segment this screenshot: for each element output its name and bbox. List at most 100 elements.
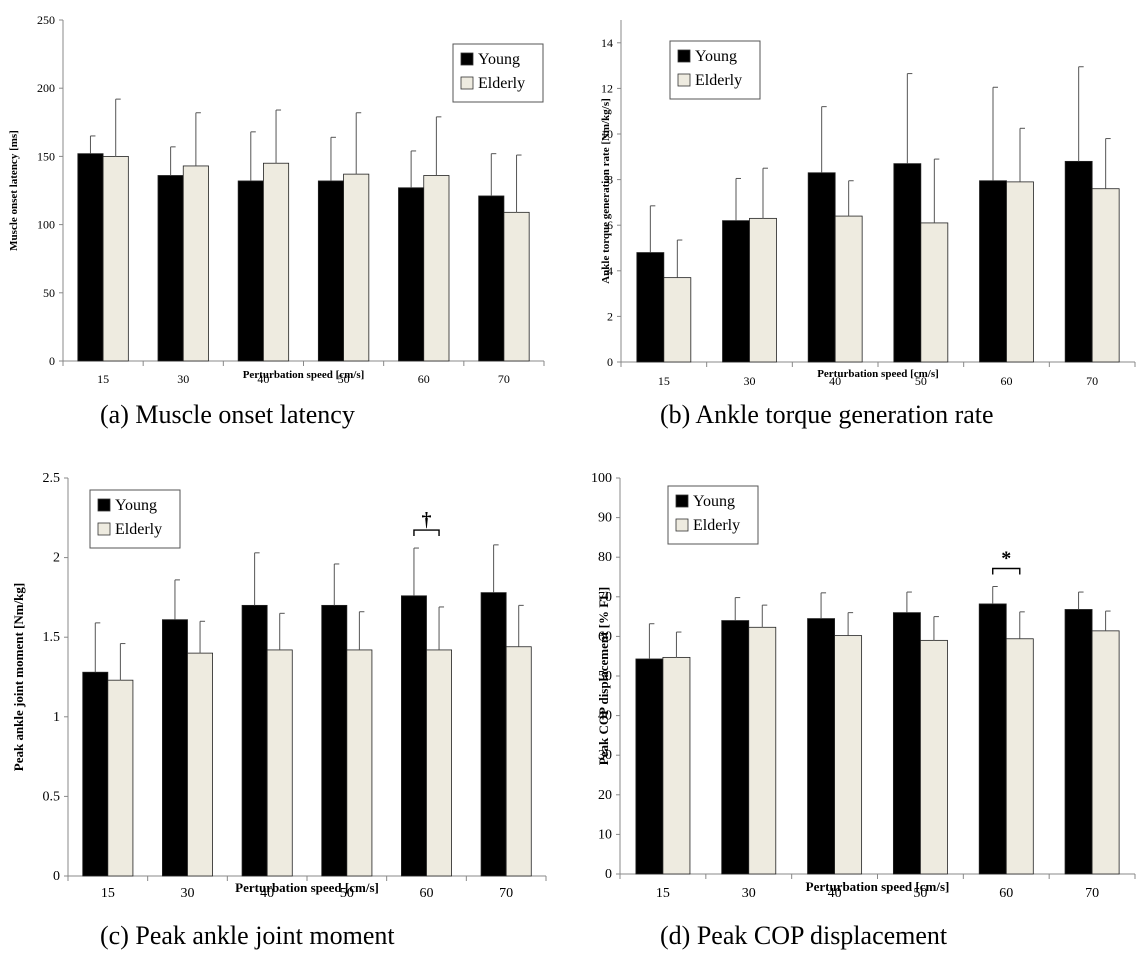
legend-swatch-elderly <box>97 522 111 536</box>
chart-panel-c: 0 0.5 1 1.5 2 2.5 15 30 40 50 60 † 70 Perturbation sp… <box>11 471 547 950</box>
y-tick-label: 1 <box>53 710 60 725</box>
bar-elderly-30 <box>182 165 209 362</box>
legend-box <box>452 43 544 103</box>
significance-marker: * <box>1001 548 1011 570</box>
x-tick-label: 60 <box>1001 374 1013 388</box>
y-tick-label: 4 <box>607 264 613 278</box>
bar-elderly-70 <box>1091 630 1120 875</box>
bar-young-15 <box>636 252 665 363</box>
chart-panel-a: 0 50 100 150 200 250 15 30 40 50 60 70 Perturbation … <box>8 13 545 429</box>
x-tick-label: 60 <box>999 886 1013 901</box>
legend-swatch-elderly <box>677 73 691 87</box>
bar-elderly-70 <box>505 646 532 877</box>
chart-panel-d: 0 10 20 30 40 50 60 70 80 90 100 15 30 40 50 60 * 70 Pertu… <box>591 471 1136 950</box>
bar-young-15 <box>77 153 104 362</box>
legend: Young Elderly <box>669 40 761 100</box>
bar-elderly-60 <box>1005 638 1034 875</box>
legend: Young Elderly <box>667 485 759 545</box>
bar-elderly-30 <box>748 626 777 875</box>
x-tick-label: 70 <box>1086 374 1098 388</box>
y-axis-label: Muscle onset latency [ms] <box>8 130 20 251</box>
y-tick-label: 6 <box>607 218 613 232</box>
y-tick-label: 60 <box>598 629 612 644</box>
x-tick-label: 60 <box>418 372 430 386</box>
x-tick-label: 15 <box>656 886 670 901</box>
y-tick-label: 0.5 <box>43 789 61 804</box>
x-tick-label: 50 <box>913 886 927 901</box>
legend-label-young: Young <box>695 48 737 65</box>
bar-young-70 <box>478 195 505 362</box>
x-tick-label: 40 <box>257 372 269 386</box>
y-axis-label: Ankle torque generation rate [Nm/kg/s] <box>600 98 612 284</box>
legend-label-elderly: Elderly <box>693 517 740 534</box>
bar-elderly-60 <box>423 175 450 362</box>
x-axis-label: Perturbation speed [cm/s] <box>235 880 379 895</box>
y-tick-label: 0 <box>605 867 612 882</box>
bar-young-70 <box>1064 160 1093 363</box>
bar-elderly-30 <box>187 652 213 877</box>
y-tick-label: 50 <box>598 669 612 684</box>
x-tick-label: 15 <box>97 372 109 386</box>
legend-swatch-elderly <box>675 518 689 532</box>
x-tick-label: 30 <box>181 886 195 901</box>
x-tick-label: 30 <box>177 372 189 386</box>
bar-young-40 <box>237 180 264 362</box>
legend-label-elderly: Elderly <box>478 75 525 92</box>
x-tick-label: 50 <box>340 886 354 901</box>
y-tick-label: 2.5 <box>43 471 61 486</box>
bar-elderly-15 <box>102 155 129 362</box>
bar-elderly-60 <box>426 649 452 877</box>
x-tick-label: 40 <box>828 886 842 901</box>
bar-elderly-15 <box>662 656 691 875</box>
y-tick-label: 8 <box>607 173 613 187</box>
bar-elderly-30 <box>749 217 777 363</box>
x-axis-label: Perturbation speed [cm/s] <box>243 369 365 381</box>
y-tick-label: 0 <box>53 869 60 884</box>
x-axis-label: Perturbation speed [cm/s] <box>806 879 950 894</box>
legend-swatch-young <box>460 52 474 66</box>
bar-young-60 <box>978 603 1007 875</box>
y-tick-label: 10 <box>598 827 612 842</box>
bar-elderly-50 <box>343 173 370 362</box>
chart-panel-b: 0 2 4 6 8 10 12 14 15 30 40 50 60 70 Perturbation spee… <box>600 20 1136 429</box>
y-tick-label: 12 <box>601 81 613 95</box>
bar-elderly-50 <box>346 649 373 877</box>
bar-elderly-60 <box>1006 181 1034 363</box>
panel-caption: (b) Ankle torque generation rate <box>660 400 994 429</box>
x-tick-label: 70 <box>498 372 510 386</box>
bar-elderly-70 <box>503 211 530 362</box>
bar-young-40 <box>807 172 836 363</box>
x-tick-label: 50 <box>915 374 927 388</box>
panel-caption: (a) Muscle onset latency <box>100 400 355 429</box>
x-tick-label: 30 <box>744 374 756 388</box>
panel-caption: (d) Peak COP displacement <box>660 921 948 950</box>
x-tick-label: 15 <box>101 886 115 901</box>
legend-label-elderly: Elderly <box>115 521 162 538</box>
bar-elderly-50 <box>920 222 949 363</box>
significance-marker: † <box>422 509 432 531</box>
significance-bracket <box>413 529 440 537</box>
legend-swatch-young <box>677 49 691 63</box>
legend-swatch-elderly <box>460 76 474 90</box>
legend-label-young: Young <box>478 51 520 68</box>
y-tick-label: 30 <box>598 748 612 763</box>
y-tick-label: 0 <box>49 354 55 368</box>
bar-elderly-40 <box>834 635 863 875</box>
bar-young-30 <box>157 175 184 362</box>
y-tick-label: 2 <box>53 551 60 566</box>
y-tick-label: 200 <box>37 81 55 95</box>
bar-young-70 <box>1064 609 1093 875</box>
y-tick-label: 14 <box>601 36 613 50</box>
y-tick-label: 0 <box>607 355 613 369</box>
x-tick-label: 30 <box>742 886 756 901</box>
bar-young-50 <box>317 180 344 362</box>
bar-young-40 <box>807 618 835 875</box>
y-tick-label: 2 <box>607 309 613 323</box>
y-tick-label: 50 <box>43 286 55 300</box>
x-tick-label: 60 <box>420 886 434 901</box>
bar-elderly-40 <box>266 649 293 877</box>
y-tick-label: 250 <box>37 13 55 27</box>
significance-bracket <box>992 567 1021 575</box>
y-tick-label: 150 <box>37 149 55 163</box>
